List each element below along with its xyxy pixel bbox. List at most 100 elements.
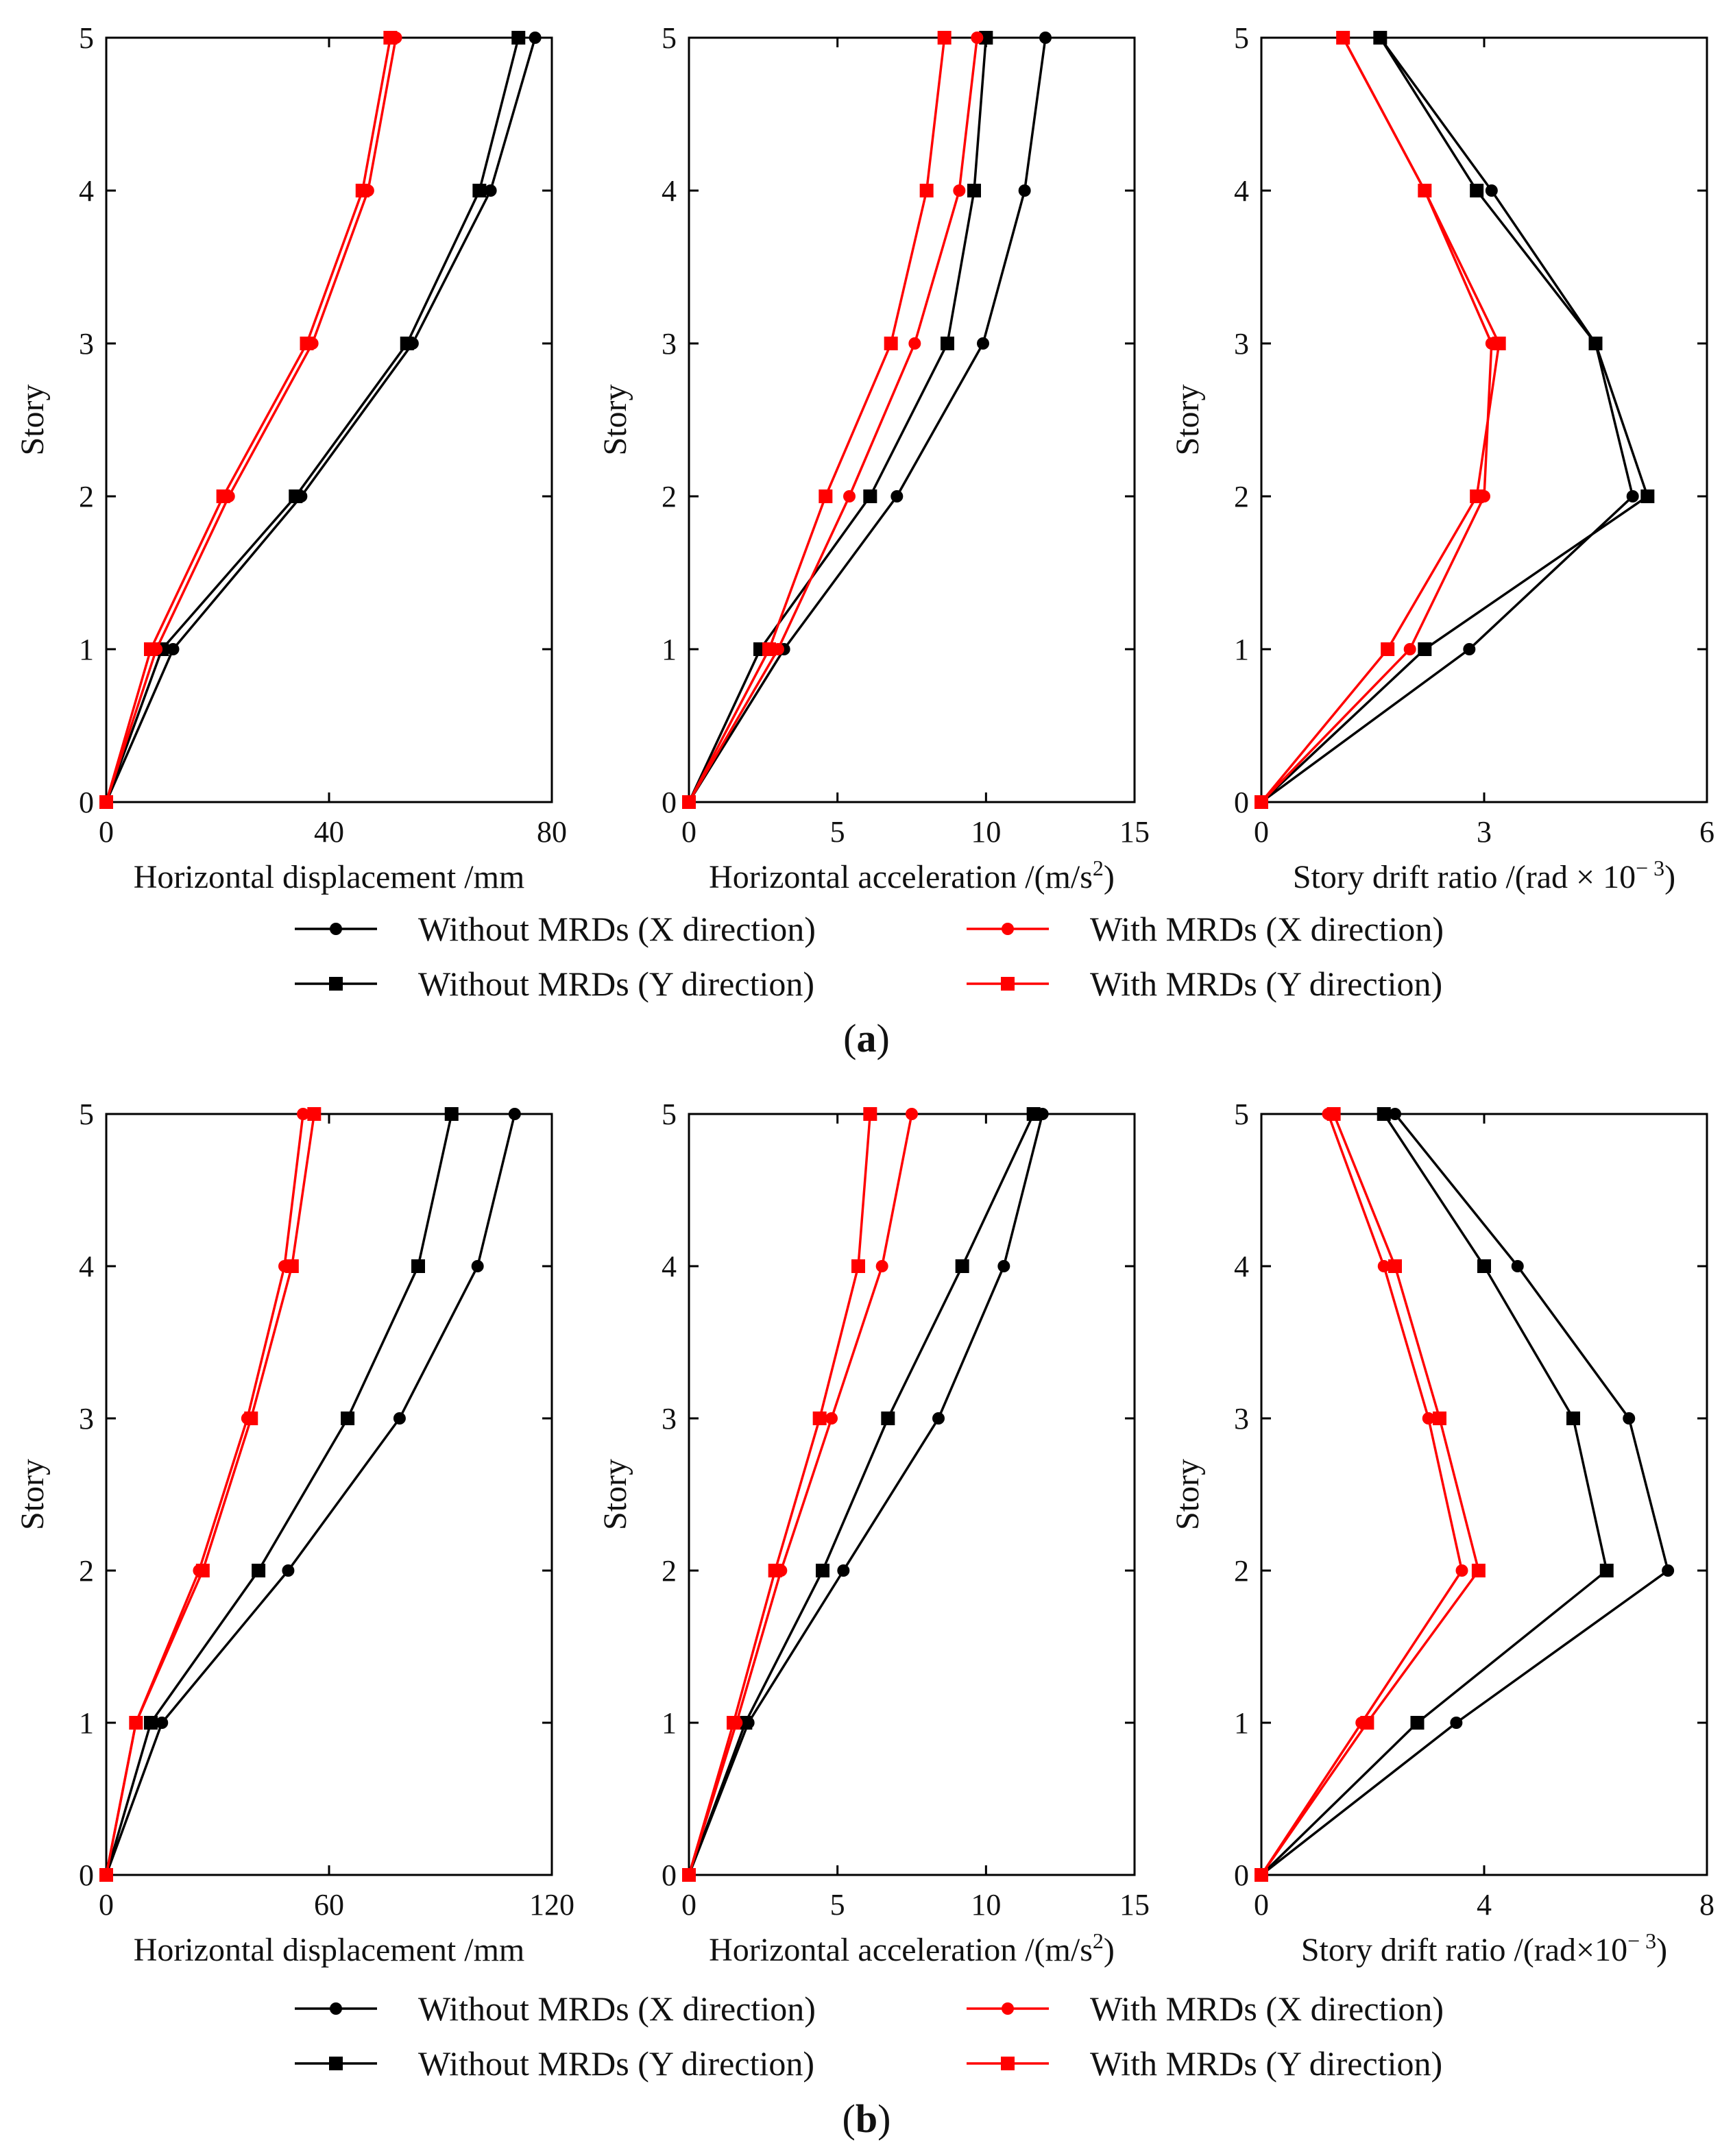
data-point: [1588, 337, 1603, 350]
data-point: [252, 1564, 266, 1577]
data-point: [156, 1717, 169, 1729]
x-tick-label: 8: [1699, 1888, 1714, 1922]
data-point: [825, 1412, 838, 1425]
data-point: [400, 337, 414, 350]
y-tick-label: 2: [662, 1554, 677, 1588]
data-point: [1470, 489, 1484, 503]
legend-marker: [329, 2057, 343, 2070]
x-axis-label: Horizontal acceleration /(m/s2): [709, 1928, 1115, 1968]
x-tick-label: 10: [971, 815, 1001, 849]
y-tick-label: 4: [1234, 174, 1249, 208]
data-point: [1410, 1716, 1425, 1730]
data-point: [1360, 1716, 1374, 1730]
chart-panel-4: 0 1 2 3 4 5 0 60 120 Story Horizontal displacement…: [14, 1098, 574, 1968]
data-point: [144, 1716, 158, 1730]
data-point: [289, 489, 303, 503]
data-point: [444, 1107, 459, 1121]
y-axis-label: Story: [597, 384, 633, 455]
data-point: [1018, 184, 1031, 197]
series-line: [105, 37, 398, 803]
legend-b: Without MRDs (X direction) With MRDs (X d…: [295, 1989, 1444, 2083]
data-point: [997, 1260, 1010, 1272]
data-point: [508, 1108, 521, 1120]
legend-label: With MRDs (X direction): [1090, 910, 1444, 948]
data-point: [1511, 1260, 1524, 1272]
y-tick-label: 0: [1234, 786, 1249, 819]
y-tick-label: 5: [1234, 1098, 1249, 1131]
legend-a: Without MRDs (X direction) With MRDs (X d…: [295, 910, 1444, 1003]
y-tick-label: 4: [79, 1250, 94, 1283]
series-line: [688, 37, 1047, 803]
legend-marker: [1002, 2002, 1014, 2015]
legend-label: With MRDs (X direction): [1090, 1989, 1444, 2028]
series-line: [1260, 36, 1634, 803]
legend-label: With MRDs (Y direction): [1090, 2044, 1442, 2083]
series-line: [1260, 1113, 1608, 1876]
data-point: [819, 489, 833, 503]
data-point: [1326, 1107, 1341, 1121]
series-line: [1260, 1113, 1480, 1876]
y-tick-label: 2: [1234, 1554, 1249, 1588]
data-point: [941, 337, 954, 350]
data-point: [411, 1259, 425, 1273]
series-line: [688, 1113, 1044, 1876]
x-tick-label: 15: [1119, 815, 1150, 849]
data-point: [967, 184, 981, 197]
data-point: [971, 32, 984, 44]
data-point: [1433, 1412, 1446, 1425]
data-point: [393, 1412, 406, 1425]
x-tick-label: 40: [314, 815, 344, 849]
series-line: [105, 37, 537, 803]
series-line: [688, 37, 946, 803]
group-label-a: (a): [843, 1016, 890, 1061]
data-point: [167, 643, 180, 655]
data-point: [1477, 1259, 1491, 1273]
y-tick-label: 1: [79, 633, 94, 666]
data-point: [1403, 643, 1416, 655]
data-point: [195, 1564, 210, 1577]
y-tick-label: 3: [79, 1402, 94, 1436]
data-point: [511, 31, 526, 45]
series-line: [1260, 37, 1501, 803]
chart-panel-2: 0 1 2 3 4 5 0 5 10 15 Story Horizontal acceleration…: [597, 21, 1150, 895]
series-line: [105, 37, 392, 803]
data-point: [99, 795, 113, 809]
y-tick-label: 0: [662, 786, 677, 819]
legend-label: Without MRDs (Y direction): [418, 2044, 814, 2083]
data-point: [1039, 32, 1052, 44]
data-point: [906, 1108, 918, 1120]
data-point: [129, 1716, 143, 1730]
y-tick-label: 2: [662, 480, 677, 513]
legend-label: Without MRDs (X direction): [418, 1989, 816, 2028]
series-line: [1260, 37, 1649, 803]
group-label-b: (b): [843, 2096, 891, 2141]
x-axis-label: Story drift ratio /(rad × 10− 3): [1293, 856, 1675, 895]
series-line: [688, 1113, 1035, 1876]
y-tick-label: 0: [79, 786, 94, 819]
data-point: [1471, 1564, 1486, 1577]
data-point: [768, 1564, 782, 1577]
y-axis-label: Story: [14, 384, 51, 455]
x-tick-label: 60: [314, 1888, 344, 1922]
x-axis-label: Horizontal displacement /mm: [134, 1932, 525, 1968]
data-point: [1026, 1107, 1041, 1121]
y-tick-label: 3: [662, 1402, 677, 1436]
data-point: [890, 490, 904, 502]
data-point: [1662, 1564, 1675, 1577]
plot-frame: [688, 36, 1136, 803]
data-point: [1463, 643, 1476, 655]
data-point: [884, 337, 898, 350]
x-tick-label: 5: [830, 1888, 845, 1922]
data-point: [875, 1260, 888, 1272]
data-point: [919, 184, 934, 197]
series-line: [1260, 1113, 1464, 1876]
data-point: [300, 337, 314, 350]
x-tick-label: 80: [537, 815, 567, 849]
data-point: [682, 1868, 696, 1882]
y-tick-label: 1: [662, 633, 677, 666]
y-tick-label: 3: [1234, 327, 1249, 361]
y-tick-label: 5: [662, 21, 677, 55]
data-point: [953, 184, 966, 197]
y-tick-label: 1: [662, 1706, 677, 1740]
x-tick-label: 0: [1254, 815, 1269, 849]
